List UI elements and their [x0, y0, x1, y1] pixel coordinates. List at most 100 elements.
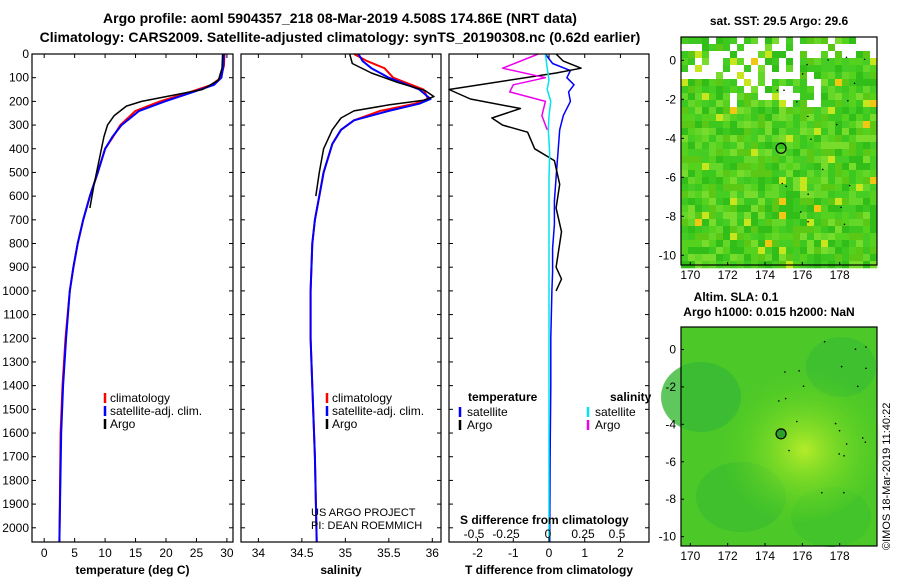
sst-cell — [863, 240, 871, 248]
sst-cell — [695, 191, 703, 199]
sst-cell — [744, 149, 752, 157]
sst-cell — [828, 114, 836, 122]
sst-cell — [828, 128, 836, 136]
sst-cell — [744, 247, 752, 255]
sst-cell — [807, 247, 815, 255]
sst-cell — [758, 156, 766, 164]
title-line-2: Climatology: CARS2009. Satellite-adjuste… — [39, 29, 641, 45]
map-ytick-label: -10 — [659, 530, 677, 544]
sst-cell — [835, 79, 843, 87]
sst-cell — [702, 149, 710, 157]
map-ytick-label: -4 — [665, 417, 676, 431]
sst-cell — [702, 191, 710, 199]
sst-cell — [863, 128, 871, 136]
sst-cell — [744, 44, 752, 52]
sst-cell — [800, 142, 808, 150]
sst-cell — [800, 65, 808, 73]
sst-cell — [765, 163, 773, 171]
map-frame — [680, 326, 878, 547]
sst-cell — [828, 149, 836, 157]
sst-cell — [709, 226, 717, 234]
sst-cell — [709, 128, 717, 136]
sst-cell — [856, 100, 864, 108]
sst-cell — [793, 65, 801, 73]
island-dot — [776, 89, 779, 92]
sst-cell — [786, 247, 794, 255]
sst-cell — [723, 198, 731, 206]
sst-cell — [835, 163, 843, 171]
island-dot — [781, 182, 784, 185]
legend-label-salinity-2: Argo — [332, 417, 358, 431]
ytick-label-1: 100 — [9, 71, 29, 85]
sst-cell — [702, 107, 710, 115]
sst-cell — [751, 205, 759, 213]
sst-cell — [695, 163, 703, 171]
sst-cell — [828, 219, 836, 227]
s-tick-label-2: 0 — [545, 527, 552, 541]
sst-cell — [737, 226, 745, 234]
sst-cell — [856, 86, 864, 94]
sst-cell — [751, 212, 759, 220]
sst-cell — [814, 219, 822, 227]
s-tick-label-0: -0.5 — [464, 527, 485, 541]
sst-cell — [800, 51, 808, 59]
sst-cell — [814, 184, 822, 192]
sst-cell — [723, 79, 731, 87]
xtick-label-salinity-1: 34.5 — [290, 546, 314, 560]
xtick-label-difference-1: -1 — [508, 546, 519, 560]
sst-cell — [723, 114, 731, 122]
sst-cell — [849, 135, 857, 143]
sst-cell — [716, 86, 724, 94]
sst-cell — [800, 128, 808, 136]
sst-cell — [772, 226, 780, 234]
s-tick-label-4: 0.5 — [609, 527, 626, 541]
map-sst_map: 170 172 174 176 178 0 -2 -4 -6 -8 -10 sat. SST: 29.… — [659, 14, 878, 282]
sst-cell — [688, 247, 696, 255]
sst-cell — [681, 107, 689, 115]
sst-cell — [772, 37, 780, 45]
sst-cell — [793, 212, 801, 220]
sst-cell — [842, 65, 850, 73]
sst-cell — [702, 37, 710, 45]
sst-cell — [786, 135, 794, 143]
sst-cell — [695, 72, 703, 80]
sst-cell — [870, 205, 878, 213]
sst-cell — [814, 247, 822, 255]
sst-cell — [709, 65, 717, 73]
sst-cell — [723, 184, 731, 192]
sst-cell — [849, 58, 857, 66]
sst-cell — [716, 205, 724, 213]
panel-salinity: 34 34.5 35 35.5 36 salinity — [240, 53, 442, 577]
xtick-label-salinity-2: 35 — [339, 546, 353, 560]
sst-cell — [695, 44, 703, 52]
sst-cell — [807, 128, 815, 136]
sst-cell — [723, 149, 731, 157]
sst-cell — [856, 142, 864, 150]
island-dot — [810, 138, 812, 141]
sst-cell — [821, 219, 829, 227]
sst-cell — [807, 205, 815, 213]
sst-cell — [800, 58, 808, 66]
sst-cell — [786, 58, 794, 66]
sst-cell — [779, 128, 787, 136]
sst-cell — [730, 44, 738, 52]
sst-cell — [800, 254, 808, 262]
sst-cell — [863, 184, 871, 192]
sst-cell — [765, 86, 773, 94]
sst-cell — [765, 100, 773, 108]
sst-cell — [842, 156, 850, 164]
sst-cell — [793, 100, 801, 108]
sst-cell — [779, 212, 787, 220]
ytick-label-3: 300 — [9, 118, 29, 132]
island-dot — [865, 367, 867, 370]
sst-cell — [835, 44, 843, 52]
sst-cell — [870, 184, 878, 192]
sst-cell — [688, 149, 696, 157]
sst-cell — [779, 184, 787, 192]
sst-cell — [751, 149, 759, 157]
sst-cell — [807, 254, 815, 262]
sst-cell — [695, 184, 703, 192]
sst-cell — [835, 135, 843, 143]
sst-cell — [772, 254, 780, 262]
